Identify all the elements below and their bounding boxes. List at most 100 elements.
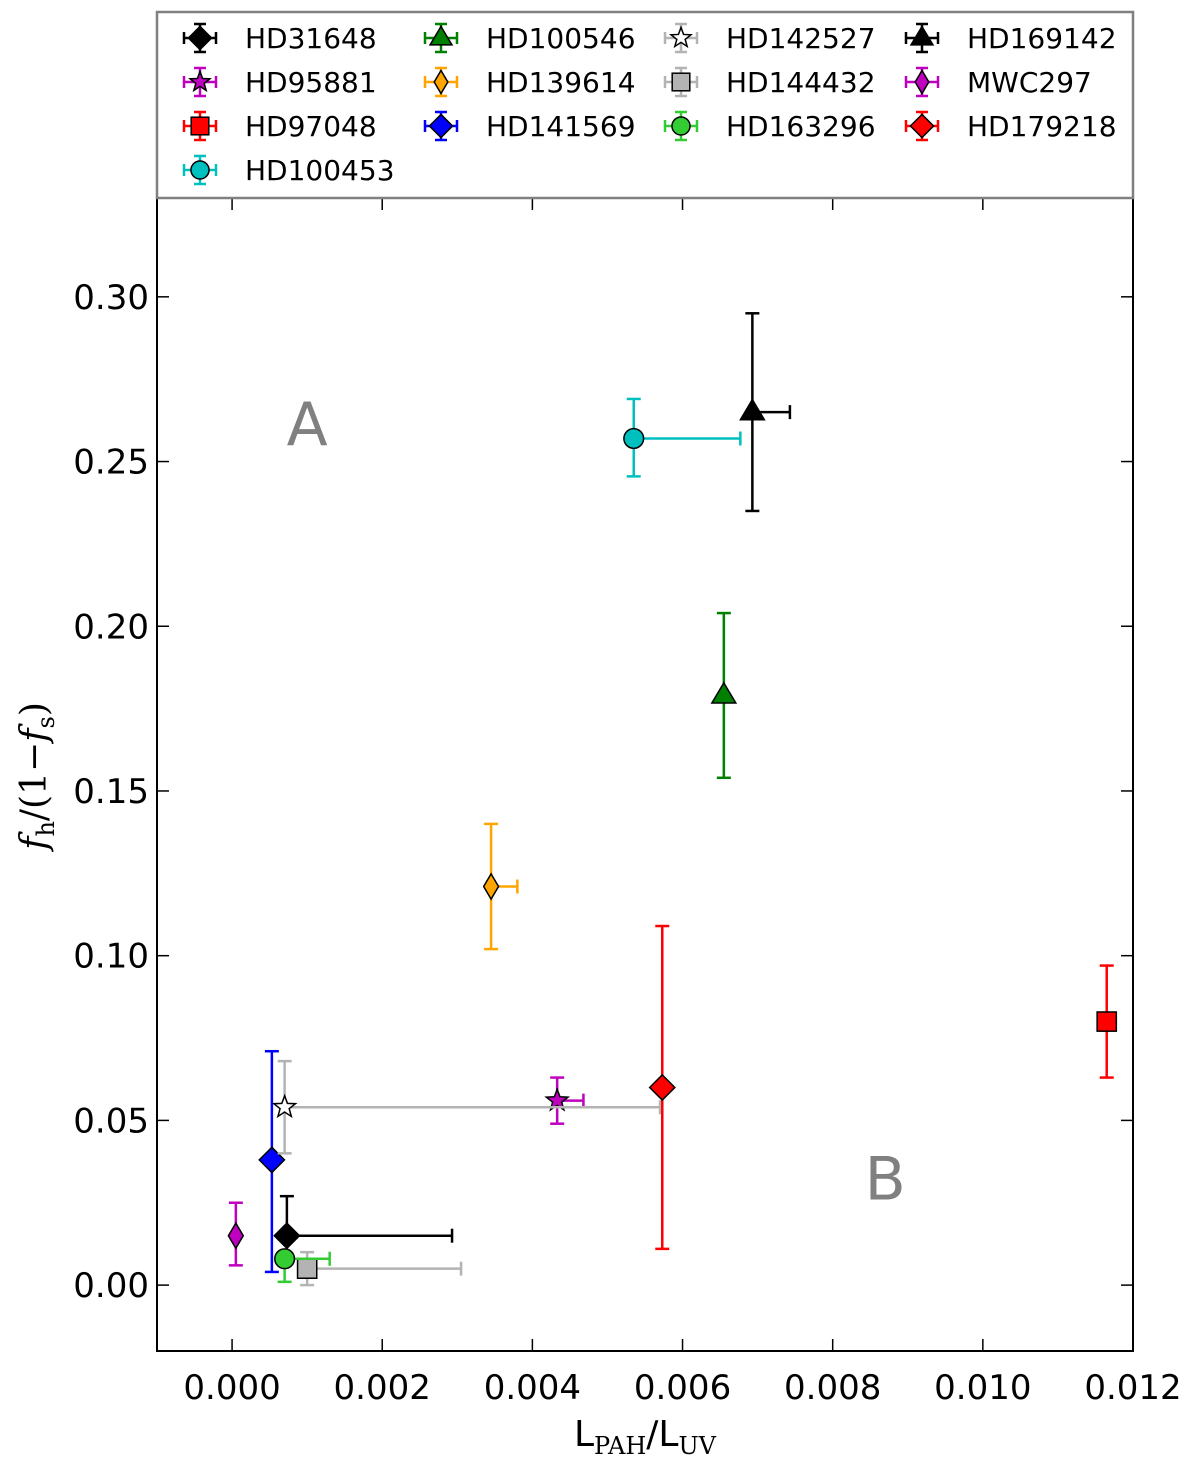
marker-mwc297	[227, 1221, 245, 1250]
legend-item-hd141569: HD141569	[423, 110, 636, 143]
legend-label: HD139614	[486, 66, 636, 99]
series-hd139614	[482, 822, 519, 951]
legend-item-hd100453: HD100453	[182, 154, 395, 187]
legend-marker-hd97048	[190, 116, 210, 136]
y-axis-label-end: )	[14, 702, 55, 716]
x-tick-label: 0.008	[784, 1368, 881, 1408]
marker-hd95881	[544, 1087, 571, 1112]
series-hd144432	[296, 1250, 463, 1287]
y-axis-label-sub1: h	[32, 821, 60, 836]
legend-item-hd31648: HD31648	[182, 22, 377, 55]
legend-item-hd179218: HD179218	[904, 110, 1117, 143]
series-hd100453	[623, 397, 742, 478]
y-tick-label: 0.00	[73, 1266, 149, 1306]
x-axis-label: LPAH/LUV	[574, 1414, 717, 1459]
data-points	[227, 312, 1118, 1287]
plot-area	[156, 197, 1134, 1352]
marker-hd142527	[271, 1093, 298, 1119]
y-tick-label: 0.10	[73, 937, 149, 977]
legend-label: HD169142	[967, 22, 1117, 55]
legend-label: MWC297	[967, 66, 1092, 99]
legend-marker-hd179218	[909, 113, 935, 139]
y-tick-labels: 0.00 0.05 0.10 0.15 0.20 0.25 0.30	[73, 278, 149, 1306]
marker-hd169142	[739, 398, 766, 421]
legend-marker-hd31648	[187, 25, 213, 51]
y-tick-label: 0.20	[73, 607, 149, 647]
legend-item-mwc297: MWC297	[904, 66, 1092, 99]
x-tick-label: 0.000	[183, 1368, 280, 1408]
y-axis-label-mid: /(1−	[14, 742, 55, 821]
marker-hd179218	[648, 1073, 676, 1102]
legend-marker-mwc297	[914, 68, 930, 96]
x-tick-label: 0.010	[934, 1368, 1031, 1408]
legend-label: HD141569	[486, 110, 636, 143]
legend-label: HD163296	[726, 110, 876, 143]
legend-item-hd97048: HD97048	[182, 110, 377, 143]
marker-hd139614	[482, 872, 500, 901]
legend-item-hd95881: HD95881	[182, 66, 377, 99]
legend-item-hd142527: HD142527	[663, 22, 876, 55]
legend-marker-hd144432	[671, 72, 691, 92]
series-hd141569	[258, 1049, 286, 1274]
legend-label: HD179218	[967, 110, 1117, 143]
x-tick-label: 0.006	[634, 1368, 731, 1408]
series-hd142527	[271, 1059, 662, 1155]
series-hd163296	[274, 1248, 331, 1284]
marker-hd144432	[296, 1258, 318, 1279]
y-tick-label: 0.05	[73, 1101, 149, 1141]
series-hd179218	[648, 924, 676, 1251]
x-axis-label-mid: /L	[646, 1414, 678, 1455]
y-tick-label: 0.25	[73, 443, 149, 483]
legend: HD31648 HD95881 HD97048 HD100453 HD100546 HD1…	[182, 22, 1117, 187]
legend-label: HD100546	[486, 22, 636, 55]
marker-hd100453	[623, 427, 645, 450]
legend-marker-hd141569	[428, 113, 454, 139]
series-mwc297	[227, 1201, 245, 1267]
x-tick-label: 0.004	[484, 1368, 581, 1408]
x-tick-label: 0.012	[1084, 1368, 1181, 1408]
x-axis-label-sub1: PAH	[594, 1432, 646, 1459]
x-tick-labels: 0.000 0.002 0.004 0.006 0.008 0.010 0.012	[183, 1368, 1181, 1408]
x-axis-label-main: L	[574, 1414, 594, 1455]
marker-hd141569	[258, 1146, 286, 1174]
x-tick-label: 0.002	[334, 1368, 431, 1408]
series-hd97048	[1096, 964, 1118, 1079]
legend-marker-hd163296	[671, 116, 691, 136]
marker-hd97048	[1096, 1011, 1118, 1032]
series-hd169142	[739, 312, 792, 513]
legend-label: HD97048	[245, 110, 377, 143]
x-axis-label-sub2: UV	[678, 1432, 716, 1459]
legend-box	[155, 10, 1135, 200]
legend-label: HD144432	[726, 66, 876, 99]
region-label-a: A	[287, 390, 328, 460]
marker-hd100546	[710, 681, 738, 704]
y-axis-label: fh/(1−fs)	[14, 702, 60, 853]
legend-label: HD31648	[245, 22, 377, 55]
marker-hd163296	[274, 1248, 296, 1270]
marker-hd31648	[273, 1222, 301, 1250]
legend-marker-hd139614	[433, 68, 449, 96]
legend-marker-hd95881	[188, 69, 212, 93]
legend-label: HD95881	[245, 66, 377, 99]
legend-marker-hd100546	[428, 24, 454, 46]
axis-ticks	[157, 198, 1134, 1351]
y-axis-label-sub2: s	[32, 716, 60, 728]
series-hd100546	[710, 611, 738, 780]
series-hd31648	[273, 1194, 454, 1250]
legend-label: HD100453	[245, 154, 395, 187]
legend-marker-hd100453	[190, 160, 210, 180]
legend-label: HD142527	[726, 22, 876, 55]
legend-marker-hd169142	[909, 24, 935, 46]
region-label-b: B	[865, 1144, 906, 1214]
legend-item-hd144432: HD144432	[663, 66, 876, 99]
legend-item-hd169142: HD169142	[904, 22, 1117, 55]
legend-item-hd163296: HD163296	[663, 110, 876, 143]
y-tick-label: 0.30	[73, 278, 149, 318]
legend-marker-hd142527	[669, 25, 693, 49]
series-hd95881	[544, 1076, 585, 1125]
y-tick-label: 0.15	[73, 772, 149, 812]
legend-item-hd100546: HD100546	[423, 22, 636, 55]
region-labels: AB	[287, 390, 906, 1214]
legend-item-hd139614: HD139614	[423, 66, 636, 99]
